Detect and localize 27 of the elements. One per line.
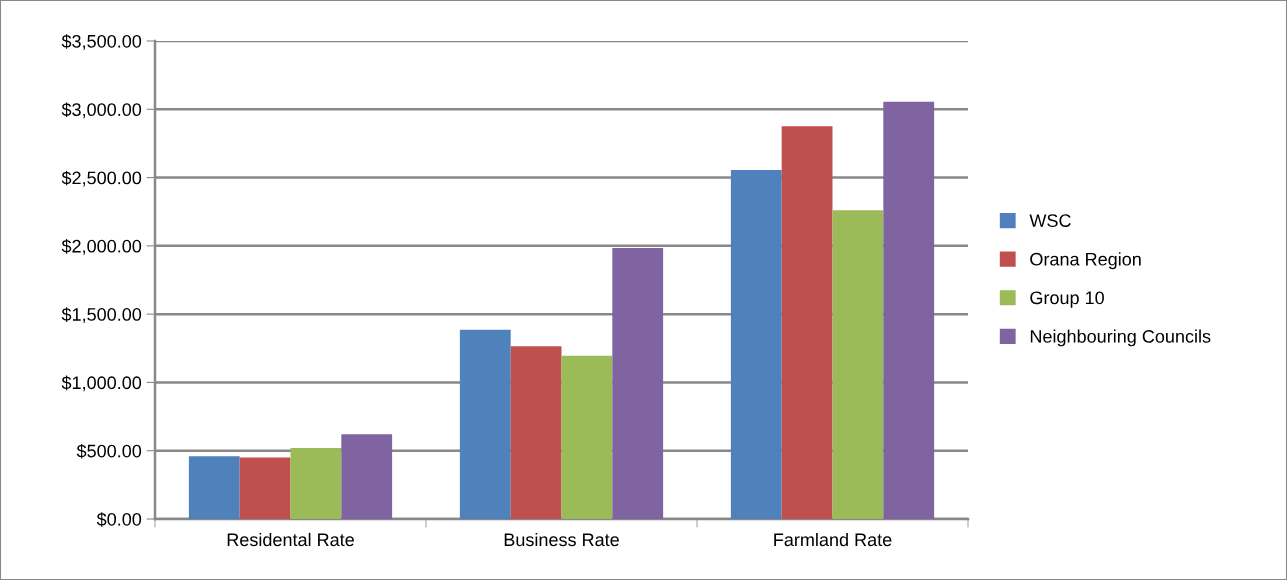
bar [832, 210, 884, 519]
y-tick-label: $1,000.00 [61, 375, 142, 392]
bar [459, 329, 511, 519]
x-tick-label: Residental Rate [227, 532, 354, 547]
y-tick-label: $2,500.00 [61, 170, 142, 187]
y-tick-label: $0.00 [96, 512, 142, 527]
bar [510, 346, 562, 519]
bar [612, 247, 664, 519]
y-tick-label: $500.00 [76, 443, 142, 459]
bar [781, 126, 833, 519]
legend-label: WSC [1029, 214, 1071, 227]
x-tick-label: Business Rate [504, 532, 619, 547]
y-tick-label: $1,500.00 [61, 307, 142, 323]
bar [188, 456, 240, 519]
bar [290, 447, 342, 519]
legend-label: Group 10 [1030, 291, 1104, 308]
bar [561, 355, 613, 519]
y-tick-label: $3,000.00 [61, 102, 142, 119]
bar [730, 170, 782, 519]
y-tick-label: $3,500.00 [61, 34, 142, 50]
y-tick-label: $2,000.00 [61, 239, 142, 255]
legend-label: Neighbouring Councils [1030, 329, 1211, 347]
bar [239, 457, 291, 519]
bar [341, 434, 393, 519]
bar [883, 101, 935, 519]
legend-label: Orana Region [1030, 252, 1141, 270]
x-tick-label: Farmland Rate [774, 532, 892, 547]
